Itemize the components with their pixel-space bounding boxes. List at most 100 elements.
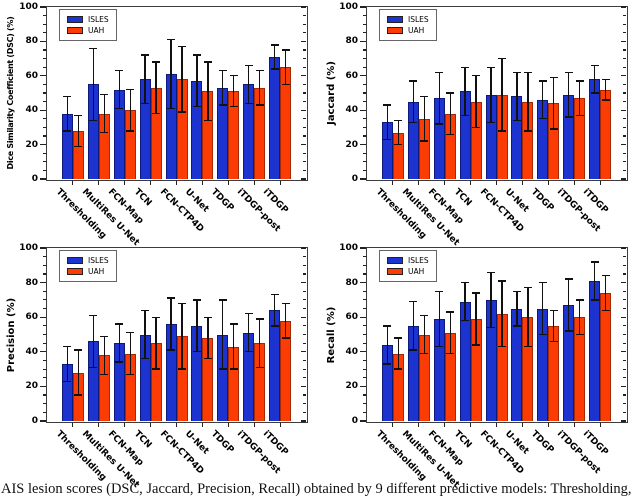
y-tick bbox=[620, 316, 626, 318]
y-minor-tick bbox=[303, 126, 306, 128]
y-minor-tick bbox=[362, 325, 366, 327]
y-minor-tick bbox=[623, 83, 626, 85]
y-minor-tick bbox=[623, 359, 626, 362]
y-tick bbox=[40, 75, 46, 77]
error-bar-cap bbox=[601, 99, 610, 101]
error-bar-cap bbox=[229, 368, 238, 370]
error-bar-cap bbox=[281, 337, 290, 339]
plot-frame bbox=[45, 246, 308, 423]
error-bar-line bbox=[449, 312, 451, 354]
y-minor-tick bbox=[623, 23, 626, 25]
error-bar-line bbox=[155, 62, 157, 114]
error-bar-cap bbox=[115, 107, 124, 110]
error-bar-line bbox=[284, 50, 287, 85]
y-tick-label: 0 bbox=[31, 416, 38, 426]
legend-item: UAH bbox=[67, 25, 116, 36]
y-tick-label: 100 bbox=[339, 243, 358, 253]
error-bar-cap bbox=[538, 281, 547, 284]
error-bar-line bbox=[423, 315, 425, 354]
error-bar-cap bbox=[446, 311, 455, 313]
y-minor-tick bbox=[623, 92, 626, 94]
y-minor-tick bbox=[362, 273, 366, 275]
legend-swatch-uah bbox=[387, 27, 403, 34]
y-tick-label: 80 bbox=[25, 36, 38, 47]
error-bar-line bbox=[553, 77, 555, 130]
error-bar-cap bbox=[63, 380, 72, 382]
plot-frame bbox=[365, 246, 628, 423]
error-bar-cap bbox=[255, 318, 264, 320]
x-tick bbox=[253, 422, 255, 427]
x-tick bbox=[227, 422, 229, 427]
y-tick-label: 60 bbox=[345, 70, 358, 81]
error-bar-cap bbox=[89, 119, 98, 122]
error-bar-cap bbox=[461, 114, 470, 117]
x-tick bbox=[150, 180, 152, 185]
legend-item: ISLES bbox=[67, 255, 116, 266]
y-tick bbox=[300, 351, 306, 353]
y-minor-tick bbox=[42, 58, 46, 60]
error-bar-line bbox=[103, 336, 105, 375]
error-bar-cap bbox=[141, 309, 150, 311]
error-bar-line bbox=[527, 72, 529, 131]
error-bar-cap bbox=[512, 325, 521, 327]
error-bar-line bbox=[449, 93, 451, 135]
y-minor-tick bbox=[303, 92, 306, 94]
error-bar-cap bbox=[229, 323, 238, 325]
error-bar-cap bbox=[270, 294, 279, 296]
error-bar-cap bbox=[383, 104, 392, 106]
error-bar-cap bbox=[203, 61, 212, 63]
y-minor-tick bbox=[623, 264, 626, 266]
y-minor-tick bbox=[623, 169, 626, 171]
y-minor-tick bbox=[362, 83, 366, 85]
error-bar-line bbox=[516, 72, 518, 121]
y-minor-tick bbox=[623, 66, 626, 68]
error-bar-cap bbox=[218, 299, 227, 301]
error-bar-cap bbox=[218, 104, 227, 106]
error-bar-cap bbox=[549, 309, 558, 311]
y-minor-tick bbox=[42, 135, 46, 137]
y-minor-tick bbox=[42, 377, 46, 379]
error-bar-cap bbox=[141, 358, 150, 360]
y-minor-tick bbox=[42, 23, 46, 25]
x-tick bbox=[279, 180, 281, 185]
error-bar-cap bbox=[498, 280, 506, 282]
y-minor-tick bbox=[42, 333, 46, 336]
error-bar-line bbox=[475, 292, 477, 345]
y-minor-tick bbox=[303, 152, 306, 154]
legend-swatch-isles bbox=[67, 16, 83, 23]
error-bar-cap bbox=[63, 130, 72, 132]
error-bar-cap bbox=[487, 66, 495, 68]
y-minor-tick bbox=[623, 333, 626, 336]
error-bar-cap bbox=[383, 325, 392, 327]
error-bar-cap bbox=[538, 80, 547, 82]
error-bar-cap bbox=[420, 95, 429, 98]
y-tick bbox=[40, 144, 46, 146]
x-category-label: TDGP bbox=[529, 429, 556, 456]
error-bar-cap bbox=[244, 64, 253, 67]
error-bar-cap bbox=[89, 314, 98, 317]
error-bar-cap bbox=[409, 300, 418, 303]
x-category-label: TCN bbox=[131, 187, 153, 209]
y-tick bbox=[300, 247, 306, 249]
y-tick bbox=[360, 109, 366, 111]
y-tick-label: 40 bbox=[345, 105, 358, 116]
error-bar-cap bbox=[244, 313, 253, 315]
error-bar-cap bbox=[74, 114, 83, 117]
error-bar-cap bbox=[420, 352, 429, 355]
legend-item: ISLES bbox=[67, 14, 116, 25]
error-bar-line bbox=[129, 332, 131, 375]
error-bar-cap bbox=[192, 54, 201, 56]
error-bar-cap bbox=[498, 57, 506, 60]
y-tick bbox=[360, 75, 366, 77]
error-bar-line bbox=[593, 261, 596, 300]
error-bar-cap bbox=[512, 290, 521, 292]
error-bar-line bbox=[233, 75, 235, 107]
error-bar-line bbox=[207, 317, 209, 359]
y-tick bbox=[360, 144, 366, 146]
chart-jaccard: Jaccard (%) ISLES UAH 0 20 40 60 80 100 Threshold… bbox=[320, 0, 640, 248]
y-minor-tick bbox=[42, 101, 46, 103]
x-tick bbox=[444, 422, 446, 427]
y-minor-tick bbox=[623, 273, 626, 275]
error-bar-cap bbox=[115, 69, 124, 72]
error-bar-line bbox=[118, 70, 120, 109]
